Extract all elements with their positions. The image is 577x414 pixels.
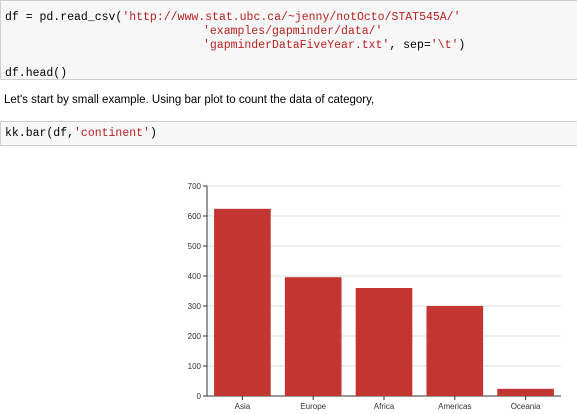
y-tick-label: 700 — [188, 182, 202, 191]
bar — [497, 388, 554, 396]
code-text: kk.bar(df, — [5, 127, 75, 140]
code-string: 'gapminderDataFiveYear.txt' — [203, 39, 390, 52]
code-string: 'examples/gapminder/data/' — [203, 25, 383, 38]
code-string: 'continent' — [74, 127, 150, 140]
y-tick-label: 400 — [188, 272, 202, 281]
markdown-text: Let's start by small example. Using bar … — [4, 94, 375, 106]
y-tick-label: 100 — [188, 362, 202, 371]
bar — [426, 306, 484, 396]
y-tick-label: 0 — [197, 392, 202, 401]
code-text: ) — [149, 127, 157, 140]
code-cell-bar[interactable]: kk.bar(df,'continent') — [0, 121, 577, 146]
code-text: df = pd.read_csv( — [5, 11, 123, 24]
code-text: , sep= — [389, 39, 431, 52]
x-tick-label: Oceania — [511, 402, 541, 411]
code-string: 'http://www.stat.ubc.ca/~jenny/notOcto/S… — [122, 11, 461, 24]
y-tick-label: 600 — [188, 212, 202, 221]
bar — [284, 277, 342, 396]
code-cell-read-csv[interactable]: df = pd.read_csv('http://www.stat.ubc.ca… — [0, 0, 577, 80]
bar — [355, 288, 413, 396]
x-tick-label: Americas — [438, 402, 471, 411]
code-read-csv[interactable]: df = pd.read_csv('http://www.stat.ubc.ca… — [5, 11, 577, 81]
x-tick-label: Asia — [235, 402, 251, 411]
code-text: df.head() — [5, 67, 68, 80]
y-tick-label: 500 — [188, 242, 202, 251]
bar — [214, 208, 271, 396]
code-string: '\t' — [430, 39, 459, 52]
x-tick-label: Europe — [300, 402, 326, 411]
x-tick-label: Africa — [374, 402, 395, 411]
code-bar[interactable]: kk.bar(df,'continent') — [5, 127, 577, 141]
y-tick-label: 300 — [188, 302, 202, 311]
y-tick-label: 200 — [188, 332, 202, 341]
code-text: ) — [458, 39, 466, 52]
